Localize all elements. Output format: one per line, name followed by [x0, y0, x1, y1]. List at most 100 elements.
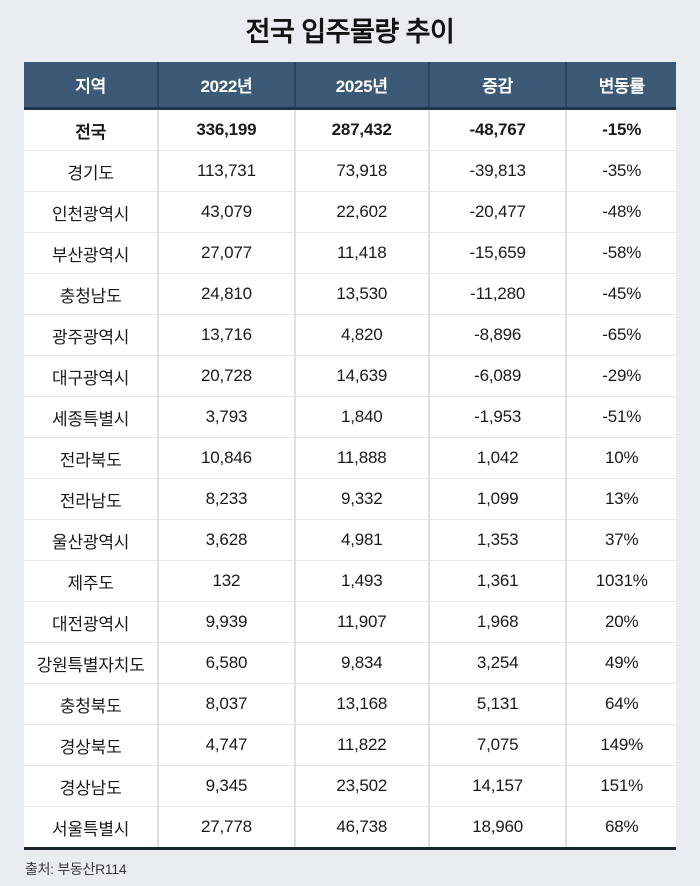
cell-region: 강원특별자치도	[24, 642, 159, 684]
cell-y2022: 3,793	[157, 396, 295, 438]
cell-rate: -51%	[565, 396, 676, 438]
cell-region: 세종특별시	[24, 396, 159, 438]
page-title: 전국 입주물량 추이	[245, 17, 455, 47]
table-header-row: 지역 2022년 2025년 증감 변동률	[24, 62, 676, 110]
cell-rate: -65%	[565, 314, 676, 356]
table-row: 경상북도 4,747 11,822 7,075 149%	[24, 724, 676, 766]
column-header-0: 지역	[24, 62, 159, 110]
table-body: 전국 336,199 287,432 -48,767 -15% 경기도 113,731 73,…	[24, 108, 676, 849]
table-row: 대전광역시 9,939 11,907 1,968 20%	[24, 601, 676, 643]
table-row: 울산광역시 3,628 4,981 1,353 37%	[24, 519, 676, 561]
cell-change: 14,157	[427, 765, 567, 807]
cell-region: 전국	[24, 108, 159, 151]
source-note: 출처: 부동산R114	[25, 861, 127, 877]
cell-rate: 10%	[565, 437, 676, 479]
cell-change: -48,767	[427, 108, 567, 151]
table-row: 인천광역시 43,079 22,602 -20,477 -48%	[24, 191, 676, 233]
cell-change: 1,042	[427, 437, 567, 479]
table-row: 부산광역시 27,077 11,418 -15,659 -58%	[24, 232, 676, 274]
cell-y2025: 287,432	[293, 108, 429, 151]
cell-y2025: 9,332	[293, 478, 429, 520]
cell-rate: -58%	[565, 232, 676, 274]
cell-change: 3,254	[427, 642, 567, 684]
cell-change: 18,960	[427, 806, 567, 849]
cell-rate: 151%	[565, 765, 676, 807]
cell-change: 7,075	[427, 724, 567, 766]
cell-rate: -15%	[565, 108, 676, 151]
cell-y2025: 1,493	[293, 560, 429, 602]
cell-y2022: 336,199	[157, 108, 295, 151]
cell-y2022: 13,716	[157, 314, 295, 356]
cell-y2025: 4,820	[293, 314, 429, 356]
cell-y2022: 10,846	[157, 437, 295, 479]
table-row: 전국 336,199 287,432 -48,767 -15%	[24, 108, 676, 151]
column-header-1: 2022년	[157, 62, 295, 110]
cell-y2025: 22,602	[293, 191, 429, 233]
table-row: 강원특별자치도 6,580 9,834 3,254 49%	[24, 642, 676, 684]
cell-rate: 13%	[565, 478, 676, 520]
cell-y2025: 1,840	[293, 396, 429, 438]
cell-rate: 1031%	[565, 560, 676, 602]
table-row: 세종특별시 3,793 1,840 -1,953 -51%	[24, 396, 676, 438]
cell-rate: 37%	[565, 519, 676, 561]
cell-y2022: 132	[157, 560, 295, 602]
cell-y2025: 13,530	[293, 273, 429, 315]
cell-region: 대전광역시	[24, 601, 159, 643]
cell-region: 울산광역시	[24, 519, 159, 561]
cell-y2025: 11,822	[293, 724, 429, 766]
cell-y2022: 27,077	[157, 232, 295, 274]
cell-rate: 64%	[565, 683, 676, 725]
cell-y2022: 24,810	[157, 273, 295, 315]
cell-y2022: 113,731	[157, 150, 295, 192]
cell-y2022: 3,628	[157, 519, 295, 561]
cell-rate: -48%	[565, 191, 676, 233]
cell-y2025: 73,918	[293, 150, 429, 192]
cell-y2022: 4,747	[157, 724, 295, 766]
cell-region: 인천광역시	[24, 191, 159, 233]
cell-region: 제주도	[24, 560, 159, 602]
cell-region: 대구광역시	[24, 355, 159, 397]
table-container: 지역 2022년 2025년 증감 변동률 전국 336,199 287,432 -48,76…	[24, 62, 676, 850]
cell-region: 전라북도	[24, 437, 159, 479]
cell-y2022: 8,037	[157, 683, 295, 725]
cell-rate: -35%	[565, 150, 676, 192]
cell-y2022: 9,939	[157, 601, 295, 643]
cell-y2022: 20,728	[157, 355, 295, 397]
table-row: 광주광역시 13,716 4,820 -8,896 -65%	[24, 314, 676, 356]
table-row: 경상남도 9,345 23,502 14,157 151%	[24, 765, 676, 807]
cell-y2025: 11,907	[293, 601, 429, 643]
cell-change: -6,089	[427, 355, 567, 397]
cell-y2025: 13,168	[293, 683, 429, 725]
cell-y2025: 11,418	[293, 232, 429, 274]
cell-region: 서울특별시	[24, 806, 159, 849]
cell-y2025: 9,834	[293, 642, 429, 684]
cell-region: 광주광역시	[24, 314, 159, 356]
table-row: 충청북도 8,037 13,168 5,131 64%	[24, 683, 676, 725]
cell-rate: -45%	[565, 273, 676, 315]
cell-y2022: 9,345	[157, 765, 295, 807]
table-row: 전라남도 8,233 9,332 1,099 13%	[24, 478, 676, 520]
cell-y2025: 14,639	[293, 355, 429, 397]
column-header-2: 2025년	[293, 62, 429, 110]
cell-y2025: 46,738	[293, 806, 429, 849]
cell-rate: 49%	[565, 642, 676, 684]
cell-rate: -29%	[565, 355, 676, 397]
cell-change: 1,353	[427, 519, 567, 561]
table-row: 서울특별시 27,778 46,738 18,960 68%	[24, 806, 676, 849]
cell-change: -1,953	[427, 396, 567, 438]
cell-y2025: 23,502	[293, 765, 429, 807]
cell-y2022: 27,778	[157, 806, 295, 849]
column-header-4: 변동률	[565, 62, 676, 110]
cell-y2022: 6,580	[157, 642, 295, 684]
cell-rate: 149%	[565, 724, 676, 766]
table-row: 전라북도 10,846 11,888 1,042 10%	[24, 437, 676, 479]
table-row: 충청남도 24,810 13,530 -11,280 -45%	[24, 273, 676, 315]
cell-region: 충청남도	[24, 273, 159, 315]
table-header: 지역 2022년 2025년 증감 변동률	[24, 62, 676, 110]
cell-change: 5,131	[427, 683, 567, 725]
cell-change: 1,361	[427, 560, 567, 602]
cell-y2022: 43,079	[157, 191, 295, 233]
cell-region: 경상북도	[24, 724, 159, 766]
cell-rate: 20%	[565, 601, 676, 643]
table-row: 경기도 113,731 73,918 -39,813 -35%	[24, 150, 676, 192]
